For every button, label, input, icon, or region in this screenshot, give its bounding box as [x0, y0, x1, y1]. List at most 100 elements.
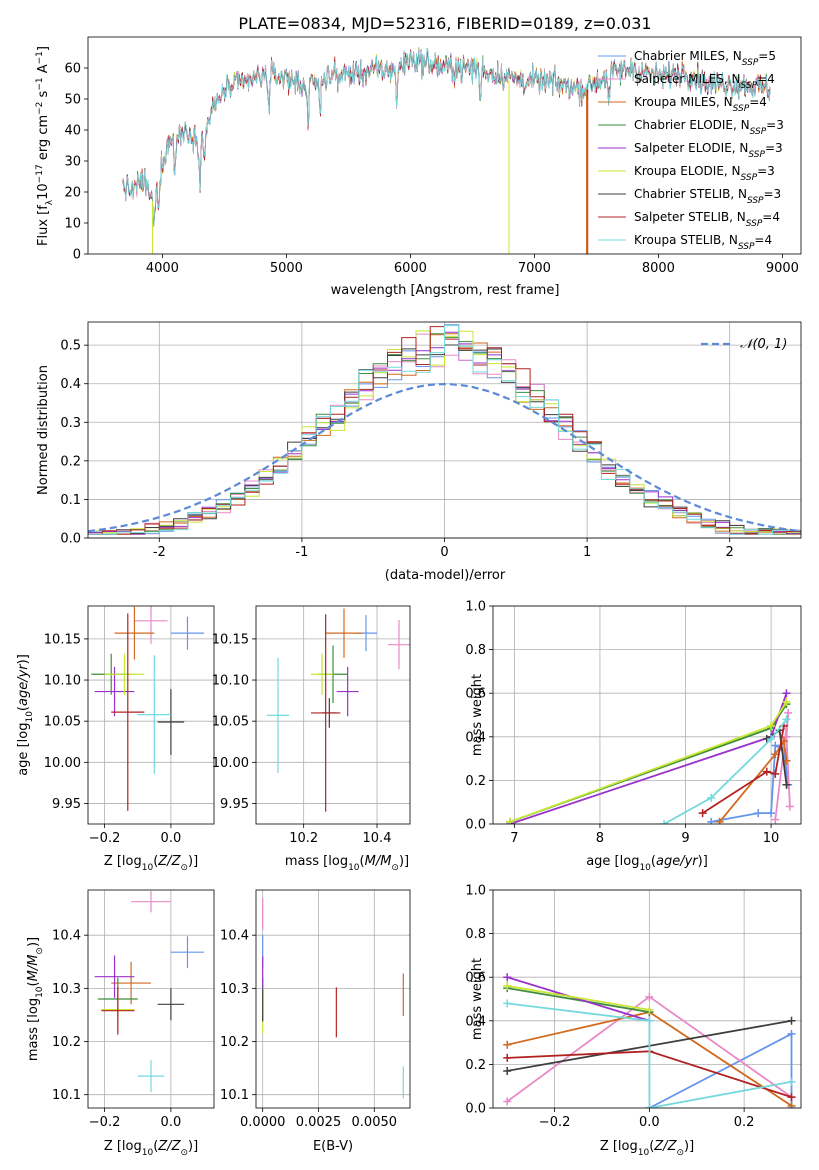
- weight-marker: [787, 1101, 796, 1108]
- tick-label-x: 0.0: [639, 1115, 660, 1130]
- weight-marker: [771, 815, 780, 824]
- legend-label: Salpeter MILES, NSSP=4: [634, 72, 775, 91]
- weight-marker: [503, 981, 512, 990]
- weight-marker: [784, 708, 793, 717]
- tick-label-x: 0.2: [734, 1115, 755, 1130]
- tick-label-y: 50: [64, 93, 81, 108]
- weight-marker: [782, 780, 791, 789]
- tick-label-y: 10.3: [220, 982, 249, 997]
- axes-frame: [255, 605, 411, 825]
- weight-marker: [787, 1029, 796, 1038]
- axis-label-y-spectrum: Flux [fλ10−17 erg cm−2 s−1 A−1]: [35, 46, 55, 246]
- tick-label-x: 0.0050: [352, 1115, 398, 1130]
- axis-label-x-age-vs-mass: mass [log10(M/M⊙)]: [285, 854, 409, 873]
- tick-label-x: 9: [681, 831, 689, 846]
- tick-label-x: 5000: [270, 261, 303, 276]
- tick-label-y: 1.0: [465, 884, 486, 899]
- tick-label-y: 10: [64, 217, 81, 232]
- tick-label-x: 1: [583, 545, 591, 560]
- tick-label-y: 10.10: [212, 674, 249, 689]
- weight-marker: [767, 809, 776, 818]
- axis-label-x-age-vs-Z: Z [log10(Z/Z⊙)]: [104, 854, 198, 873]
- tick-label-x: 8: [596, 831, 604, 846]
- weight-marker: [503, 1040, 512, 1049]
- tick-label-x: 10.2: [289, 831, 318, 846]
- tick-label-x: 0.0: [161, 831, 182, 846]
- weight-line: [648, 1032, 793, 1108]
- tick-label-y: 0.4: [60, 377, 81, 392]
- axis-label-y-age-vs-Z: age [log10(age/yr)]: [16, 654, 35, 776]
- weight-marker: [782, 715, 791, 724]
- legend-label: Chabrier ELODIE, NSSP=3: [634, 118, 784, 137]
- weight-marker: [645, 1016, 654, 1025]
- axes-frame: [87, 36, 802, 255]
- weight-marker: [782, 697, 791, 706]
- weight-marker: [782, 732, 791, 741]
- legend-label: Chabrier MILES, NSSP=5: [634, 49, 776, 68]
- weight-marker: [503, 1097, 512, 1106]
- tick-label-x: −0.2: [89, 1115, 121, 1130]
- tick-label-y: 0.2: [465, 774, 486, 789]
- plot-area-weight_vs_Z: [503, 973, 796, 1108]
- weight-marker: [771, 741, 780, 750]
- tick-label-x: 7000: [518, 261, 551, 276]
- tick-label-y: 10.1: [220, 1088, 249, 1103]
- axes-mass_vs_ebv: 0.0000 0.0025 0.0050 10.1 10.2 10.3 10.4: [220, 889, 411, 1130]
- legend-label: Salpeter ELODIE, NSSP=3: [634, 141, 783, 160]
- axis-label-x-mass-vs-ebv: E(B-V): [313, 1139, 353, 1154]
- tick-label-y: 0.2: [60, 454, 81, 469]
- tick-label-y: 10.4: [220, 929, 249, 944]
- axis-label-y-weight_vs_Z: mass weight: [470, 958, 485, 1040]
- legend-label: Chabrier STELIB, NSSP=3: [634, 187, 781, 206]
- weight-marker: [645, 1005, 654, 1014]
- legend-label-normal: 𝒩(0, 1): [740, 337, 787, 352]
- tick-label-y: 9.95: [52, 797, 81, 812]
- weight-line: [663, 718, 788, 824]
- weight-marker: [698, 809, 707, 818]
- weight-marker: [503, 1053, 512, 1062]
- tick-label-y: 10.3: [52, 982, 81, 997]
- weight-line: [507, 985, 650, 1011]
- axis-label-x-mass-vs-Z: Z [log10(Z/Z⊙)]: [104, 1139, 198, 1158]
- weight-marker: [503, 973, 512, 982]
- weight-marker: [503, 1066, 512, 1075]
- axes-residuals: -2 -1 0 1 2 0.0 0.1 0.2 0.3 0.4 0.5: [60, 321, 802, 560]
- axes-weight_vs_age: 7 8 9 10 0.0 0.2 0.4 0.6 0.8 1.0: [465, 600, 802, 846]
- tick-label-y: 10.2: [52, 1035, 81, 1050]
- weight-marker: [771, 769, 780, 778]
- axis-label-x-spectrum: wavelength [Angstrom, rest frame]: [331, 283, 560, 298]
- tick-label-y: 10.10: [44, 674, 81, 689]
- legend-label: Kroupa ELODIE, NSSP=3: [634, 164, 775, 183]
- weight-marker: [767, 734, 776, 743]
- weight-line: [507, 1002, 792, 1108]
- legend-label: Salpeter STELIB, NSSP=4: [634, 210, 780, 229]
- tick-label-y: 0.3: [60, 416, 81, 431]
- tick-label-y: 0.6: [465, 687, 486, 702]
- tick-label-x: 10.4: [363, 831, 392, 846]
- axis-label-y-weight_vs_age: mass weight: [470, 674, 485, 756]
- weight-marker: [506, 817, 515, 824]
- axes-mass_vs_Z: −0.2 0.0 10.1 10.2 10.3 10.4: [52, 889, 215, 1130]
- tick-label-y: 10.15: [44, 632, 81, 647]
- tick-label-y: 10.15: [212, 632, 249, 647]
- weight-marker: [645, 992, 654, 1001]
- plot-area-mass_vs_Z: [94, 891, 205, 1093]
- tick-label-y: 30: [64, 155, 81, 170]
- tick-label-y: 0.8: [465, 643, 486, 658]
- weight-marker: [787, 1077, 796, 1086]
- weight-line: [702, 725, 785, 814]
- tick-label-y: 0.5: [60, 339, 81, 354]
- weight-marker: [787, 1016, 796, 1025]
- tick-label-y: 10.00: [212, 756, 249, 771]
- tick-label-x: 6000: [394, 261, 427, 276]
- axis-label-x-weight-vs-Z: Z [log10(Z/Z⊙)]: [600, 1139, 694, 1158]
- tick-label-y: 9.95: [220, 797, 249, 812]
- tick-label-y: 60: [64, 62, 81, 77]
- weight-marker: [762, 767, 771, 776]
- tick-label-y: 0.1: [60, 493, 81, 508]
- tick-label-y: 0.2: [465, 1058, 486, 1073]
- plot-area-age_vs_mass: [267, 608, 410, 812]
- tick-label-x: 8000: [642, 261, 675, 276]
